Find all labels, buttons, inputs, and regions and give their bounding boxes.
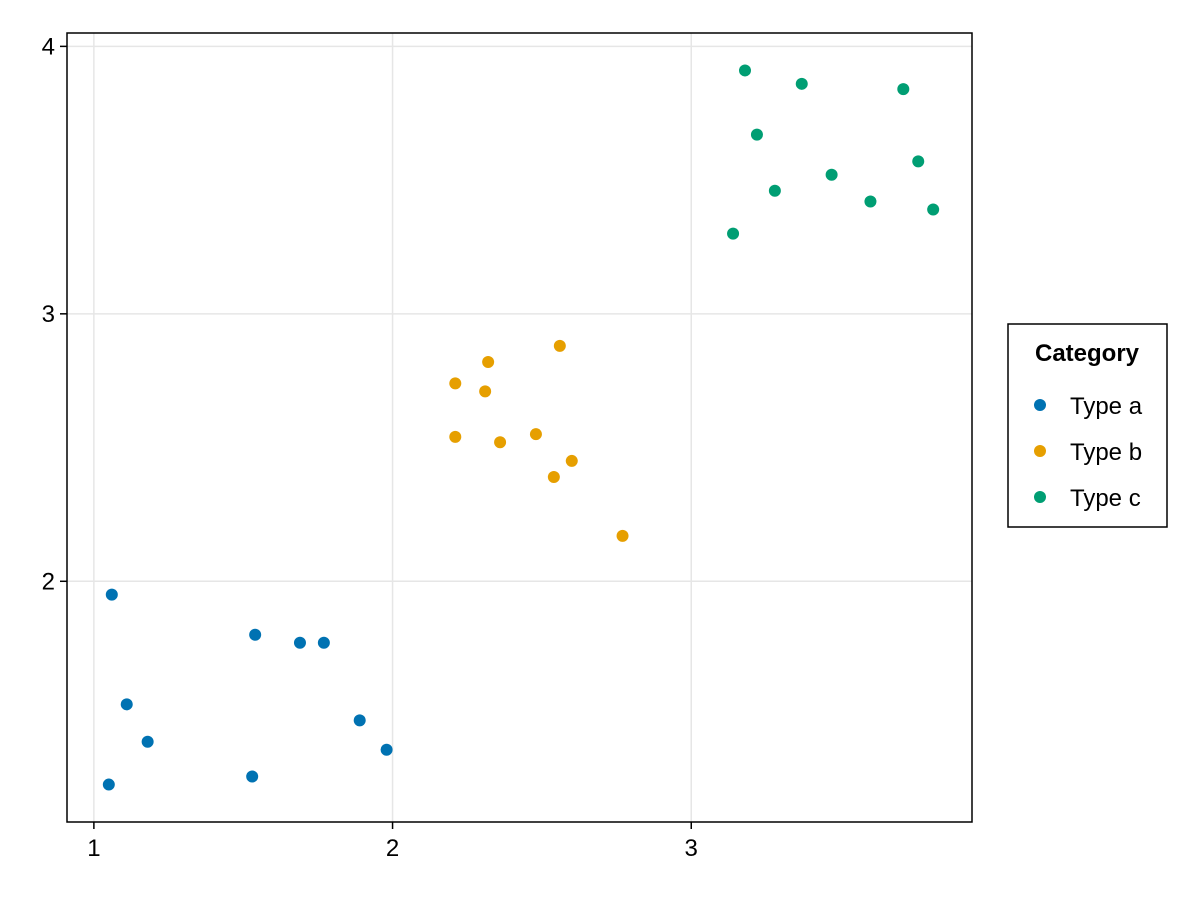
data-point xyxy=(750,128,763,141)
legend-label: Type b xyxy=(1070,439,1142,466)
grid-lines xyxy=(67,33,972,822)
y-tick-label: 4 xyxy=(42,33,55,60)
data-point xyxy=(449,430,462,443)
data-point xyxy=(494,436,507,449)
legend-label: Type a xyxy=(1070,393,1143,420)
data-point xyxy=(249,628,262,641)
data-point xyxy=(120,698,133,711)
data-point xyxy=(739,64,752,77)
legend-item: Type b xyxy=(1034,439,1142,466)
legend-marker xyxy=(1034,399,1046,411)
legend-items: Type a Type b Type c xyxy=(1034,393,1143,512)
data-point xyxy=(479,385,492,398)
y-tick-label: 2 xyxy=(42,568,55,595)
data-points xyxy=(102,64,940,791)
series-c xyxy=(727,64,940,240)
legend-item: Type c xyxy=(1034,485,1141,512)
data-point xyxy=(795,77,808,90)
x-tick-label: 3 xyxy=(685,835,698,862)
data-point xyxy=(565,454,578,467)
data-point xyxy=(825,168,838,181)
data-point xyxy=(317,636,330,649)
legend-marker xyxy=(1034,445,1046,457)
data-point xyxy=(482,355,495,368)
data-point xyxy=(547,470,560,483)
data-point xyxy=(912,155,925,168)
legend-title: Category xyxy=(1035,340,1140,367)
data-point xyxy=(529,428,542,441)
data-point xyxy=(553,339,566,352)
series-a xyxy=(102,588,393,791)
plot-frame xyxy=(66,32,973,823)
data-point xyxy=(380,743,393,756)
data-point xyxy=(897,83,910,96)
legend-marker xyxy=(1034,491,1046,503)
legend-label: Type c xyxy=(1070,485,1141,512)
legend: Category Type a Type b Type c xyxy=(1007,323,1168,528)
x-tick-label: 2 xyxy=(386,835,399,862)
data-point xyxy=(293,636,306,649)
data-point xyxy=(141,735,154,748)
data-point xyxy=(864,195,877,208)
series-b xyxy=(449,339,629,542)
data-point xyxy=(353,714,366,727)
y-tick-label: 3 xyxy=(42,301,55,328)
data-point xyxy=(105,588,118,601)
data-point xyxy=(768,184,781,197)
data-point xyxy=(927,203,940,216)
legend-box xyxy=(1007,323,1168,528)
data-point xyxy=(246,770,259,783)
axis-ticks: 1 2 3 2 3 4 xyxy=(42,33,698,862)
data-point xyxy=(102,778,115,791)
legend-item: Type a xyxy=(1034,393,1143,420)
data-point xyxy=(616,529,629,542)
x-tick-label: 1 xyxy=(87,835,100,862)
data-point xyxy=(449,377,462,390)
data-point xyxy=(727,227,740,240)
